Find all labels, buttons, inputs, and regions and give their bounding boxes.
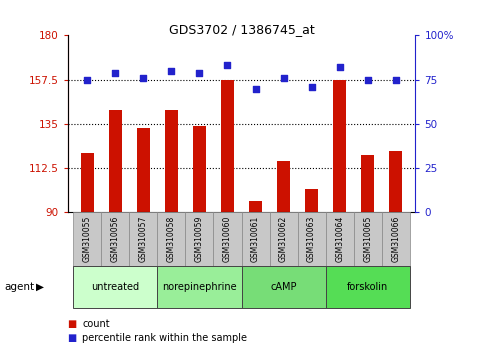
Bar bbox=[305, 189, 318, 212]
Text: GSM310066: GSM310066 bbox=[391, 216, 400, 262]
Text: norepinephrine: norepinephrine bbox=[162, 282, 237, 292]
Bar bbox=[361, 155, 374, 212]
Text: GSM310065: GSM310065 bbox=[363, 216, 372, 262]
Text: GSM310058: GSM310058 bbox=[167, 216, 176, 262]
Bar bbox=[109, 110, 122, 212]
Bar bbox=[157, 266, 242, 308]
Text: ■: ■ bbox=[68, 333, 77, 343]
Bar bbox=[242, 212, 270, 266]
Text: GDS3702 / 1386745_at: GDS3702 / 1386745_at bbox=[169, 23, 314, 36]
Text: GSM310059: GSM310059 bbox=[195, 216, 204, 262]
Bar bbox=[193, 126, 206, 212]
Text: GSM310056: GSM310056 bbox=[111, 216, 120, 262]
Text: cAMP: cAMP bbox=[270, 282, 297, 292]
Bar bbox=[270, 212, 298, 266]
Point bbox=[336, 64, 343, 70]
Bar bbox=[382, 212, 410, 266]
Text: count: count bbox=[82, 319, 110, 329]
Bar bbox=[298, 212, 326, 266]
Text: untreated: untreated bbox=[91, 282, 140, 292]
Point bbox=[364, 77, 371, 82]
Bar bbox=[129, 212, 157, 266]
Point bbox=[280, 75, 287, 81]
Bar bbox=[101, 212, 129, 266]
Bar bbox=[277, 161, 290, 212]
Bar bbox=[389, 152, 402, 212]
Point bbox=[224, 63, 231, 68]
Text: GSM310060: GSM310060 bbox=[223, 216, 232, 262]
Bar bbox=[73, 266, 157, 308]
Text: GSM310064: GSM310064 bbox=[335, 216, 344, 262]
Text: GSM310062: GSM310062 bbox=[279, 216, 288, 262]
Text: GSM310055: GSM310055 bbox=[83, 216, 92, 262]
Point bbox=[168, 68, 175, 74]
Point bbox=[140, 75, 147, 81]
Bar bbox=[81, 153, 94, 212]
Text: GSM310063: GSM310063 bbox=[307, 216, 316, 262]
Bar bbox=[249, 201, 262, 212]
Text: percentile rank within the sample: percentile rank within the sample bbox=[82, 333, 247, 343]
Bar bbox=[221, 80, 234, 212]
Bar bbox=[157, 212, 185, 266]
Text: forskolin: forskolin bbox=[347, 282, 388, 292]
Point bbox=[196, 70, 203, 75]
Point bbox=[308, 84, 315, 90]
Text: ▶: ▶ bbox=[36, 282, 44, 292]
Bar bbox=[333, 80, 346, 212]
Bar bbox=[326, 266, 410, 308]
Bar bbox=[354, 212, 382, 266]
Bar bbox=[165, 110, 178, 212]
Text: agent: agent bbox=[5, 282, 35, 292]
Bar bbox=[213, 212, 242, 266]
Bar bbox=[137, 128, 150, 212]
Point bbox=[84, 77, 91, 82]
Text: ■: ■ bbox=[68, 319, 77, 329]
Point bbox=[112, 70, 119, 75]
Bar bbox=[185, 212, 213, 266]
Text: GSM310061: GSM310061 bbox=[251, 216, 260, 262]
Point bbox=[392, 77, 399, 82]
Text: GSM310057: GSM310057 bbox=[139, 216, 148, 262]
Point bbox=[252, 86, 259, 91]
Bar bbox=[242, 266, 326, 308]
Bar bbox=[326, 212, 354, 266]
Bar bbox=[73, 212, 101, 266]
